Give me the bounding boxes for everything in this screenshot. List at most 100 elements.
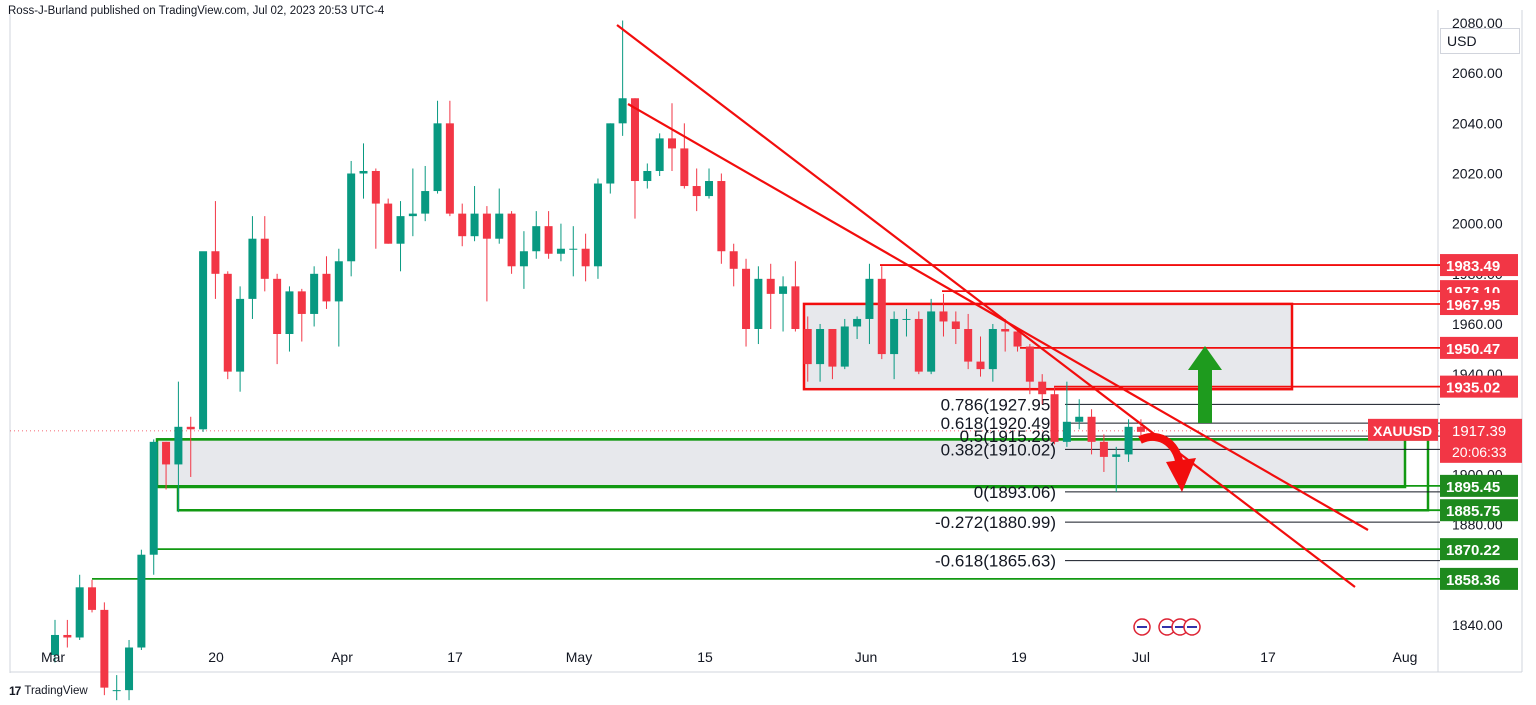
support-price-tag-bg: [1440, 538, 1518, 561]
x-axis-tick-label: May: [566, 649, 592, 665]
candle: [162, 441, 171, 490]
candle-body: [384, 203, 393, 244]
tradingview-logo-text: TradingView: [24, 685, 88, 697]
candle-body: [100, 609, 109, 688]
candle: [63, 619, 72, 648]
candle-body: [285, 291, 294, 335]
candle: [51, 619, 59, 663]
candle-body: [371, 170, 380, 204]
candle: [125, 639, 134, 701]
last-price-text: 1917.39: [1452, 423, 1506, 440]
candle-body: [1050, 394, 1059, 442]
candle-body: [1001, 328, 1010, 332]
candle: [149, 439, 158, 575]
candle-body: [840, 326, 849, 367]
candle-body: [519, 251, 528, 267]
candle: [692, 168, 701, 212]
candle-body: [729, 251, 738, 269]
candle-body: [322, 273, 331, 302]
candle: [581, 233, 590, 282]
candle: [951, 311, 960, 345]
currency-selector[interactable]: USD: [1440, 28, 1520, 54]
fibonacci-label: 0.786(1927.95): [941, 395, 1056, 414]
symbol-tag-text: XAUUSD: [1373, 423, 1432, 439]
candle-body: [421, 191, 430, 214]
resistance-price-tag-bg: [1440, 336, 1518, 359]
candle: [606, 123, 615, 194]
event-flag-icon: [1133, 618, 1151, 636]
tradingview-logo[interactable]: 17 TradingView: [9, 684, 88, 698]
candle-body: [248, 238, 257, 299]
x-axis-tick-label: Jun: [855, 649, 878, 665]
bullish-arrow-shaft: [1198, 368, 1212, 423]
x-axis-tick-label: 17: [1260, 649, 1276, 665]
candle: [729, 243, 738, 287]
candle-body: [186, 426, 195, 430]
x-axis-tick-label: Aug: [1393, 649, 1418, 665]
candle: [976, 336, 985, 377]
candle: [544, 211, 553, 259]
candle-body: [643, 170, 652, 182]
candle-body: [532, 226, 541, 252]
candle: [1124, 419, 1133, 462]
candle: [100, 602, 109, 696]
candle-body: [593, 183, 602, 267]
candle-body: [174, 426, 183, 465]
candle: [482, 206, 491, 302]
candle: [112, 675, 121, 701]
candle: [322, 256, 331, 309]
candle-body: [1112, 454, 1121, 457]
candle: [593, 178, 602, 279]
candle-body: [260, 238, 269, 279]
candle-body: [890, 318, 899, 355]
candle-body: [297, 291, 306, 314]
candle: [742, 258, 751, 347]
symbol-tag-bg: [1368, 418, 1438, 441]
x-axis-tick-label: 20: [208, 649, 224, 665]
candle-body: [211, 251, 220, 274]
trendline-major: [616, 24, 1356, 588]
candle-body: [63, 634, 72, 638]
candle: [470, 186, 479, 242]
y-axis-tick-label: 2080.00: [1452, 15, 1503, 31]
support-price-tag-text: 1895.45: [1446, 479, 1500, 496]
candle: [421, 165, 430, 222]
y-axis-tick-label: 2060.00: [1452, 65, 1503, 81]
candle: [347, 160, 356, 277]
candle-body: [779, 286, 788, 294]
x-axis-tick-label: 15: [697, 649, 713, 665]
candle-body: [914, 318, 923, 372]
candle-body: [668, 138, 676, 149]
candle: [433, 100, 442, 194]
candle: [260, 216, 269, 292]
fibonacci-label: -0.618(1865.63): [935, 552, 1056, 571]
x-axis-tick-label: Mar: [41, 649, 65, 665]
candle: [1062, 381, 1071, 447]
candle: [1075, 399, 1084, 430]
candle-body: [458, 213, 467, 237]
candle-body: [655, 138, 664, 171]
candle-body: [803, 328, 812, 365]
candle: [285, 286, 294, 352]
x-axis-tick-label: Jul: [1132, 649, 1150, 665]
candle-body: [507, 213, 516, 267]
candle: [384, 198, 393, 244]
publisher-header: Ross-J-Burland published on TradingView.…: [8, 5, 385, 17]
candle-body: [445, 123, 454, 214]
bearish-arrow-icon: [1166, 458, 1196, 492]
candle-body: [51, 634, 59, 656]
candle-body: [853, 318, 862, 327]
candle: [1087, 409, 1096, 455]
support-price-tag-text: 1858.36: [1446, 572, 1500, 589]
candle-body: [630, 98, 639, 182]
candle-body: [1013, 331, 1022, 347]
candle-body: [88, 587, 97, 610]
y-axis-tick-label: 1840.00: [1452, 617, 1503, 633]
event-flag-icon: [1183, 618, 1201, 636]
candle: [964, 313, 973, 370]
y-axis-tick-label: 2040.00: [1452, 115, 1503, 131]
support-price-tag-bg: [1440, 567, 1518, 590]
resistance-price-tag: 1983.49: [1440, 254, 1518, 277]
